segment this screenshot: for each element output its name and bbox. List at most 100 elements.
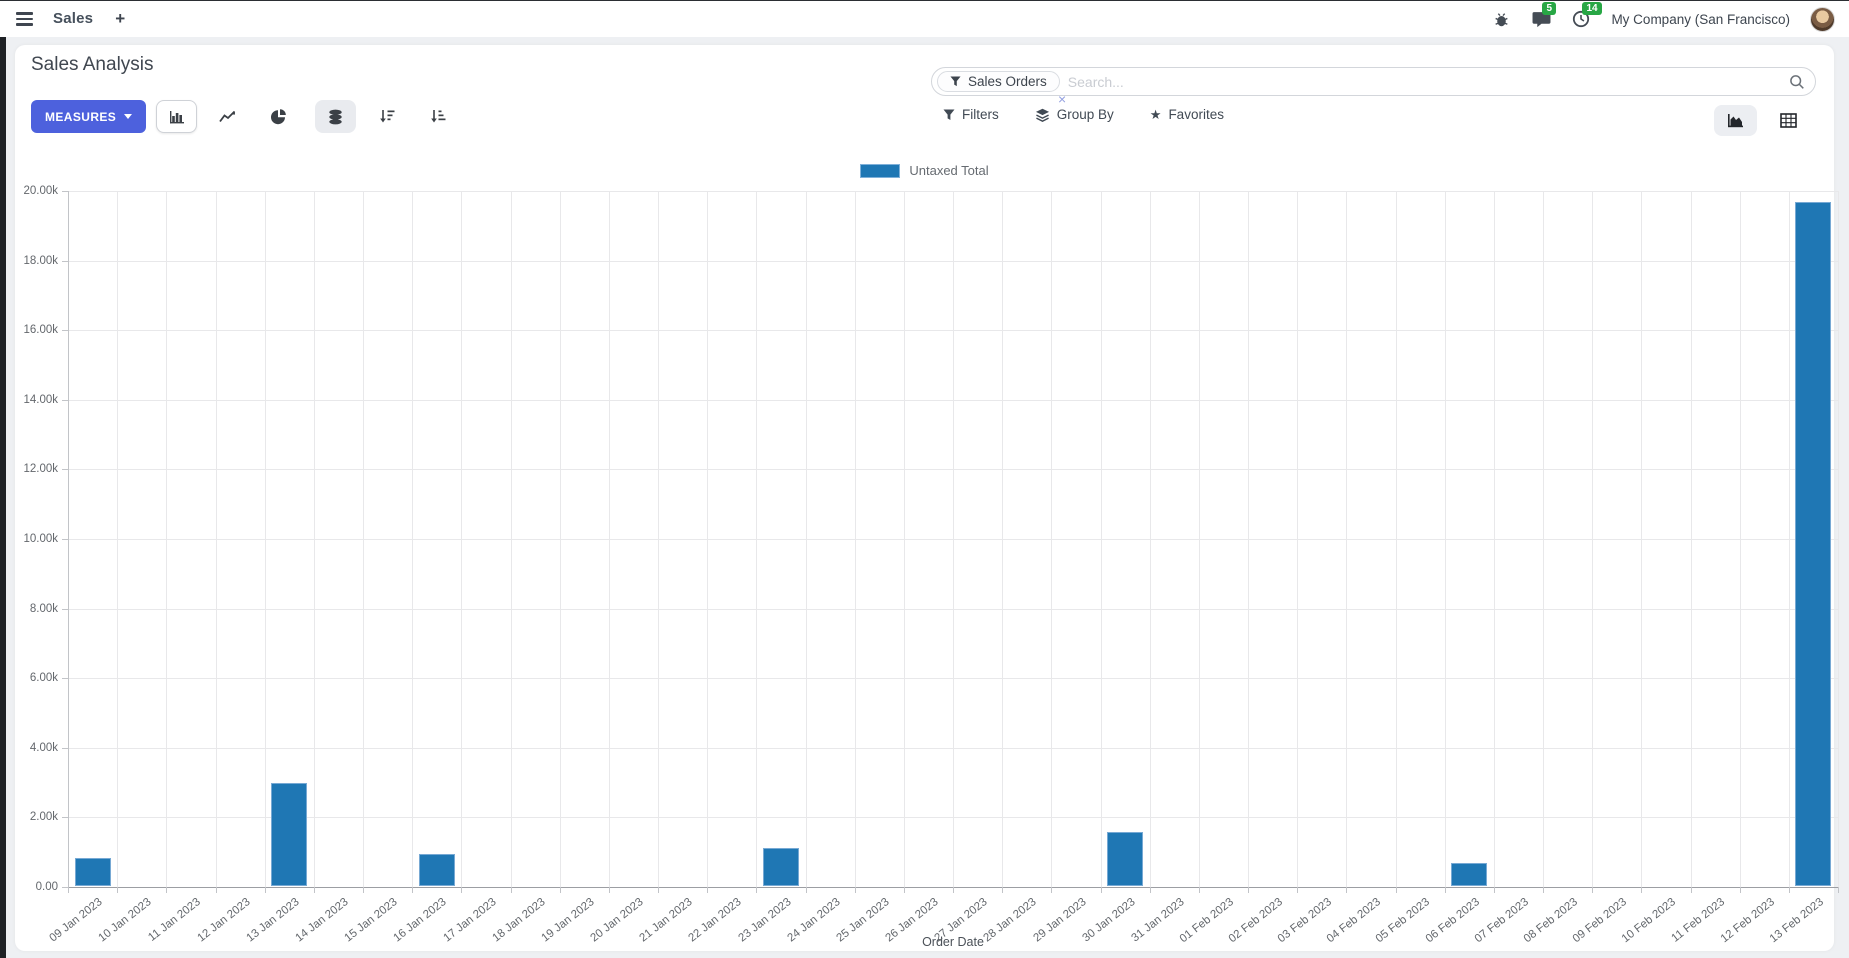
x-axis-tick-label: 01 Feb 2023 <box>1177 896 1236 946</box>
x-axis-tick-label: 09 Jan 2023 <box>47 896 105 945</box>
x-axis-tick-label: 17 Jan 2023 <box>441 896 499 945</box>
bar-chart-button[interactable] <box>156 100 198 133</box>
gridline <box>461 191 463 887</box>
gridline <box>903 191 905 887</box>
y-axis-tick-label: 6.00k <box>29 672 58 685</box>
x-axis-tick-label: 23 Jan 2023 <box>736 896 794 945</box>
gridline <box>805 191 807 887</box>
sort-ascending-button[interactable] <box>417 100 458 133</box>
pivot-view-button[interactable] <box>1767 105 1810 136</box>
search-input[interactable] <box>1067 73 1789 90</box>
gridline <box>68 191 69 887</box>
y-axis-tick-label: 0.00 <box>35 881 58 893</box>
x-axis-tick-label: 07 Feb 2023 <box>1472 896 1531 946</box>
x-axis-tick-label: 16 Jan 2023 <box>391 896 450 945</box>
gridline <box>953 191 954 887</box>
bar[interactable] <box>418 853 455 886</box>
sort-asc-icon <box>430 110 446 123</box>
filters-label: Filters <box>962 107 999 122</box>
chart-legend[interactable]: Untaxed Total <box>15 163 1834 178</box>
x-axis-tick-label: 24 Jan 2023 <box>785 896 843 945</box>
legend-label: Untaxed Total <box>909 163 989 178</box>
bar[interactable] <box>74 858 111 886</box>
apps-menu-icon[interactable] <box>14 8 35 29</box>
search-bar[interactable]: Sales Orders × <box>931 67 1816 106</box>
gridline <box>117 191 119 887</box>
x-axis-tick-label: 30 Jan 2023 <box>1080 896 1138 945</box>
stacked-toggle-button[interactable] <box>315 100 357 133</box>
company-switcher[interactable]: My Company (San Francisco) <box>1611 11 1790 27</box>
gridline <box>756 191 758 887</box>
y-axis-tick-label: 16.00k <box>23 324 58 337</box>
gridline <box>559 191 561 887</box>
facet-remove-icon[interactable]: × <box>1058 91 1067 107</box>
x-axis-tick-label: 18 Jan 2023 <box>490 896 548 945</box>
bar[interactable] <box>271 783 308 886</box>
sort-desc-icon <box>379 110 395 123</box>
graph-toolbar: MEASURES <box>31 100 458 133</box>
x-axis-tick-label: 20 Jan 2023 <box>588 896 646 945</box>
x-axis-tick-label: 08 Feb 2023 <box>1521 896 1580 946</box>
gridline <box>1002 191 1004 887</box>
app-name[interactable]: Sales <box>53 10 94 28</box>
x-axis-tick-label: 12 Jan 2023 <box>195 896 253 945</box>
left-edge-strip <box>0 37 6 958</box>
y-axis-tick-label: 4.00k <box>29 741 58 754</box>
gridline <box>1198 191 1200 887</box>
avatar[interactable] <box>1810 6 1835 32</box>
pie-chart-button[interactable] <box>258 100 299 133</box>
graph-view-button[interactable] <box>1714 105 1757 136</box>
measures-label: MEASURES <box>45 109 117 124</box>
pie-chart-icon <box>270 108 286 124</box>
favorites-menu[interactable]: ★ Favorites <box>1150 107 1224 122</box>
y-axis-tick-label: 18.00k <box>23 254 58 267</box>
gridline <box>363 191 364 887</box>
gridline <box>707 191 709 887</box>
search-menus: Filters Group By ★ Favorites <box>943 107 1224 122</box>
y-axis-tick-label: 2.00k <box>29 811 58 824</box>
y-axis-tick-label: 20.00k <box>23 185 58 197</box>
x-axis-tick-label: 12 Feb 2023 <box>1718 896 1777 946</box>
x-axis-tick-label: 13 Jan 2023 <box>244 896 302 945</box>
gridline <box>1493 191 1495 887</box>
bar[interactable] <box>762 848 799 886</box>
gridline <box>1690 191 1692 887</box>
bug-icon[interactable] <box>1491 9 1511 29</box>
legend-swatch <box>860 163 901 178</box>
messages-badge: 5 <box>1542 2 1556 15</box>
sort-descending-button[interactable] <box>366 100 407 133</box>
search-icon[interactable] <box>1789 74 1805 90</box>
bar[interactable] <box>1107 832 1144 886</box>
x-axis-tick-label: 10 Jan 2023 <box>96 896 155 945</box>
gridline <box>1100 191 1102 887</box>
page-title: Sales Analysis <box>31 54 154 75</box>
gridline <box>313 191 315 887</box>
search-facet-sales-orders[interactable]: Sales Orders <box>937 71 1060 92</box>
gridline <box>510 191 512 887</box>
measures-button[interactable]: MEASURES <box>31 100 147 133</box>
messages-icon[interactable]: 5 <box>1531 2 1556 29</box>
bar[interactable] <box>1451 863 1488 886</box>
gridline <box>1739 191 1741 887</box>
chevron-down-icon <box>124 114 133 119</box>
view-switcher <box>1714 105 1810 136</box>
filter-icon <box>950 76 961 87</box>
x-axis-tick-label: 25 Jan 2023 <box>834 896 892 945</box>
gridline <box>215 191 217 887</box>
gridline <box>1788 191 1790 887</box>
filters-menu[interactable]: Filters <box>943 107 999 122</box>
x-axis-tick-label: 22 Jan 2023 <box>686 896 745 945</box>
graph-view-icon <box>1728 114 1743 128</box>
bar[interactable] <box>1795 202 1832 886</box>
gridline <box>1395 191 1397 887</box>
gridline <box>1543 191 1544 887</box>
sales-analysis-panel: Sales Analysis Sales Orders × MEASURES <box>15 45 1839 951</box>
plus-icon[interactable]: + <box>115 9 126 29</box>
activities-icon[interactable]: 14 <box>1571 2 1602 29</box>
gridline <box>1592 191 1594 887</box>
gridline <box>1149 191 1151 887</box>
line-chart-button[interactable] <box>207 100 248 133</box>
gridline <box>1248 191 1249 887</box>
favorites-icon: ★ <box>1149 107 1162 122</box>
group-by-menu[interactable]: Group By <box>1035 107 1114 122</box>
